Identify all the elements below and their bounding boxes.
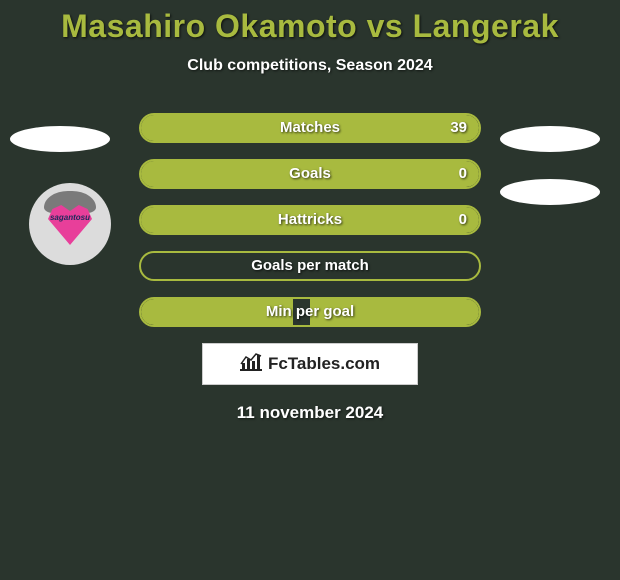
stat-bar-row: Min per goal — [139, 297, 481, 327]
stat-bar-row: Hattricks0 — [139, 205, 481, 235]
crest-heart-shape — [48, 205, 92, 245]
stat-bar-label: Goals per match — [141, 253, 479, 279]
stat-bar-value-right: 39 — [450, 115, 467, 141]
page-title: Masahiro Okamoto vs Langerak — [0, 0, 620, 45]
stat-bar-value-right: 0 — [459, 207, 467, 233]
bar-chart-icon — [240, 353, 262, 376]
brand-text: FcTables.com — [268, 354, 380, 374]
date-label: 11 november 2024 — [0, 403, 620, 423]
right-player-badge-ellipse-1 — [500, 126, 600, 152]
crest-label: sagantosu — [40, 213, 100, 222]
stat-bar-row: Matches39 — [139, 113, 481, 143]
stat-bar-label: Goals — [141, 161, 479, 187]
stat-bar-label: Min per goal — [141, 299, 479, 325]
stat-bar-row: Goals per match — [139, 251, 481, 281]
stat-bar-label: Hattricks — [141, 207, 479, 233]
brand-box: FcTables.com — [202, 343, 418, 385]
stat-bars: Matches39Goals0Hattricks0Goals per match… — [139, 113, 481, 327]
right-player-badge-ellipse-2 — [500, 179, 600, 205]
stat-bar-row: Goals0 — [139, 159, 481, 189]
subtitle: Club competitions, Season 2024 — [0, 57, 620, 75]
left-player-badge-ellipse — [10, 126, 110, 152]
crest-top-shape — [44, 191, 96, 213]
stat-bar-value-right: 0 — [459, 161, 467, 187]
left-player-club-crest: sagantosu — [29, 183, 111, 265]
comparison-area: sagantosu Matches39Goals0Hattricks0Goals… — [0, 113, 620, 423]
stat-bar-label: Matches — [141, 115, 479, 141]
